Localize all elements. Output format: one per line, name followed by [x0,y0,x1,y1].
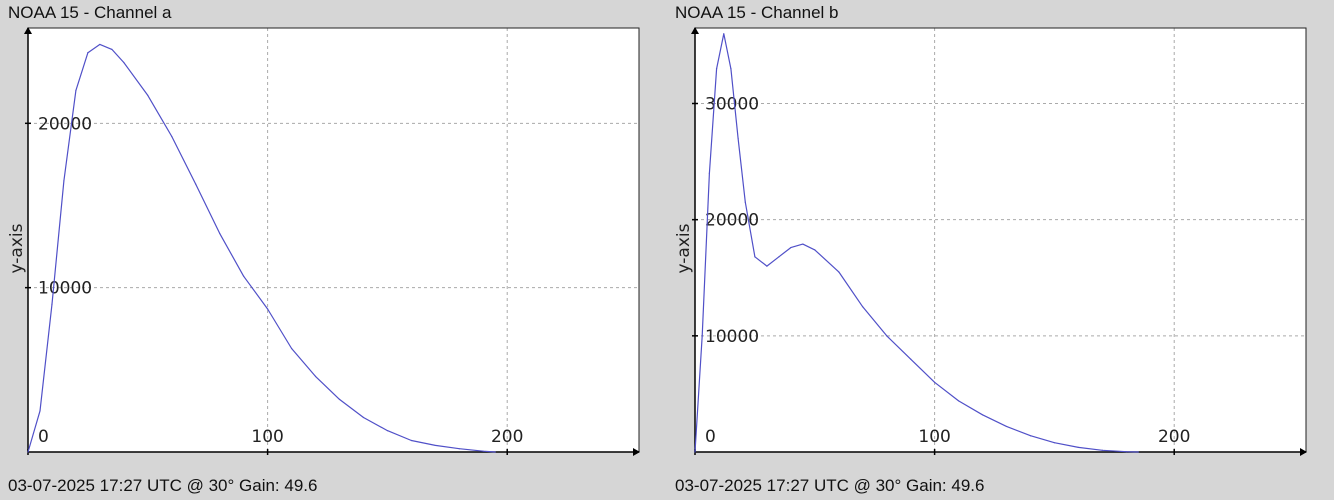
y-tick-label: 30000 [705,95,759,115]
y-tick-label: 20000 [38,114,92,134]
chart-panel-a: NOAA 15 - Channel a 0 100 200 10000 20000 y-a… [7,3,640,495]
data-point [701,335,703,337]
data-point [744,201,746,203]
y-axis-title: y-axis [7,223,27,273]
data-point [957,400,960,402]
data-point [434,444,436,447]
chart-footer-timestamp: 03-07-2025 17:27 UTC @ 30° Gain: 49.6 [675,476,985,495]
x-axis-arrow-icon [633,448,640,456]
data-point [981,414,984,416]
data-point [715,68,718,70]
data-point [723,33,725,35]
data-point [886,335,888,337]
data-point [75,89,77,92]
data-point [243,275,245,277]
y-axis-arrow-icon [691,27,699,34]
chart-plot-a: 0 100 200 10000 20000 y-axis [7,27,640,456]
x-tick-label: 200 [1158,427,1190,447]
y-tick-label: 20000 [705,211,759,231]
data-point [147,94,149,96]
data-point [1125,451,1127,453]
chart-footer-timestamp: 03-07-2025 17:27 UTC @ 30° Gain: 49.6 [8,476,318,495]
y-axis-title: y-axis [674,223,694,273]
data-point [1029,435,1032,437]
chart-title: NOAA 15 - Channel a [8,3,172,22]
data-point [27,451,29,453]
data-point [314,375,317,378]
data-point [862,306,864,308]
data-point [1053,442,1056,444]
chart-plot-b: 0 100 200 10000 20000 30000 y-axis [674,27,1307,456]
plot-area [695,28,1306,452]
data-point [99,43,101,46]
data-point [778,256,780,258]
x-tick-label: 100 [918,427,950,447]
y-tick-label: 10000 [705,327,759,347]
data-point [219,232,221,235]
x-tick-label: 200 [491,427,523,447]
data-point [111,48,113,50]
data-point [1077,446,1079,448]
data-point [123,61,125,64]
data-point [934,381,936,383]
data-point [1101,449,1103,451]
data-point [39,410,41,412]
data-point [410,439,412,442]
data-point [338,398,341,401]
data-point [386,430,389,432]
data-point [802,243,804,245]
y-axis-arrow-icon [24,27,32,34]
data-point [458,448,460,450]
x-tick-label: 0 [705,427,716,447]
data-point [694,451,696,453]
data-point [1137,451,1139,453]
data-point [63,180,65,182]
y-tick-label: 10000 [38,279,92,299]
data-point [87,52,89,54]
data-point [730,68,732,70]
data-point [1005,425,1008,428]
data-point [838,271,840,273]
data-point [267,308,269,310]
data-point [814,249,816,251]
data-point [790,246,792,249]
data-point [737,137,739,139]
data-point [195,183,197,185]
x-tick-label: 0 [38,427,49,447]
data-point [171,135,173,138]
x-tick-label: 100 [251,427,283,447]
data-point [51,303,53,305]
data-point [494,451,496,453]
chart-panel-b: NOAA 15 - Channel b 0 100 200 10000 20000 300… [667,0,1334,500]
data-point [708,172,710,174]
x-axis-arrow-icon [1300,448,1307,456]
series-line [694,33,1139,453]
plot-area [28,28,639,452]
data-point [766,265,768,267]
data-point [290,347,293,350]
data-point [754,256,756,258]
data-point [482,450,484,452]
chart-title: NOAA 15 - Channel b [675,3,839,22]
data-point [362,416,365,419]
data-point [910,358,912,360]
